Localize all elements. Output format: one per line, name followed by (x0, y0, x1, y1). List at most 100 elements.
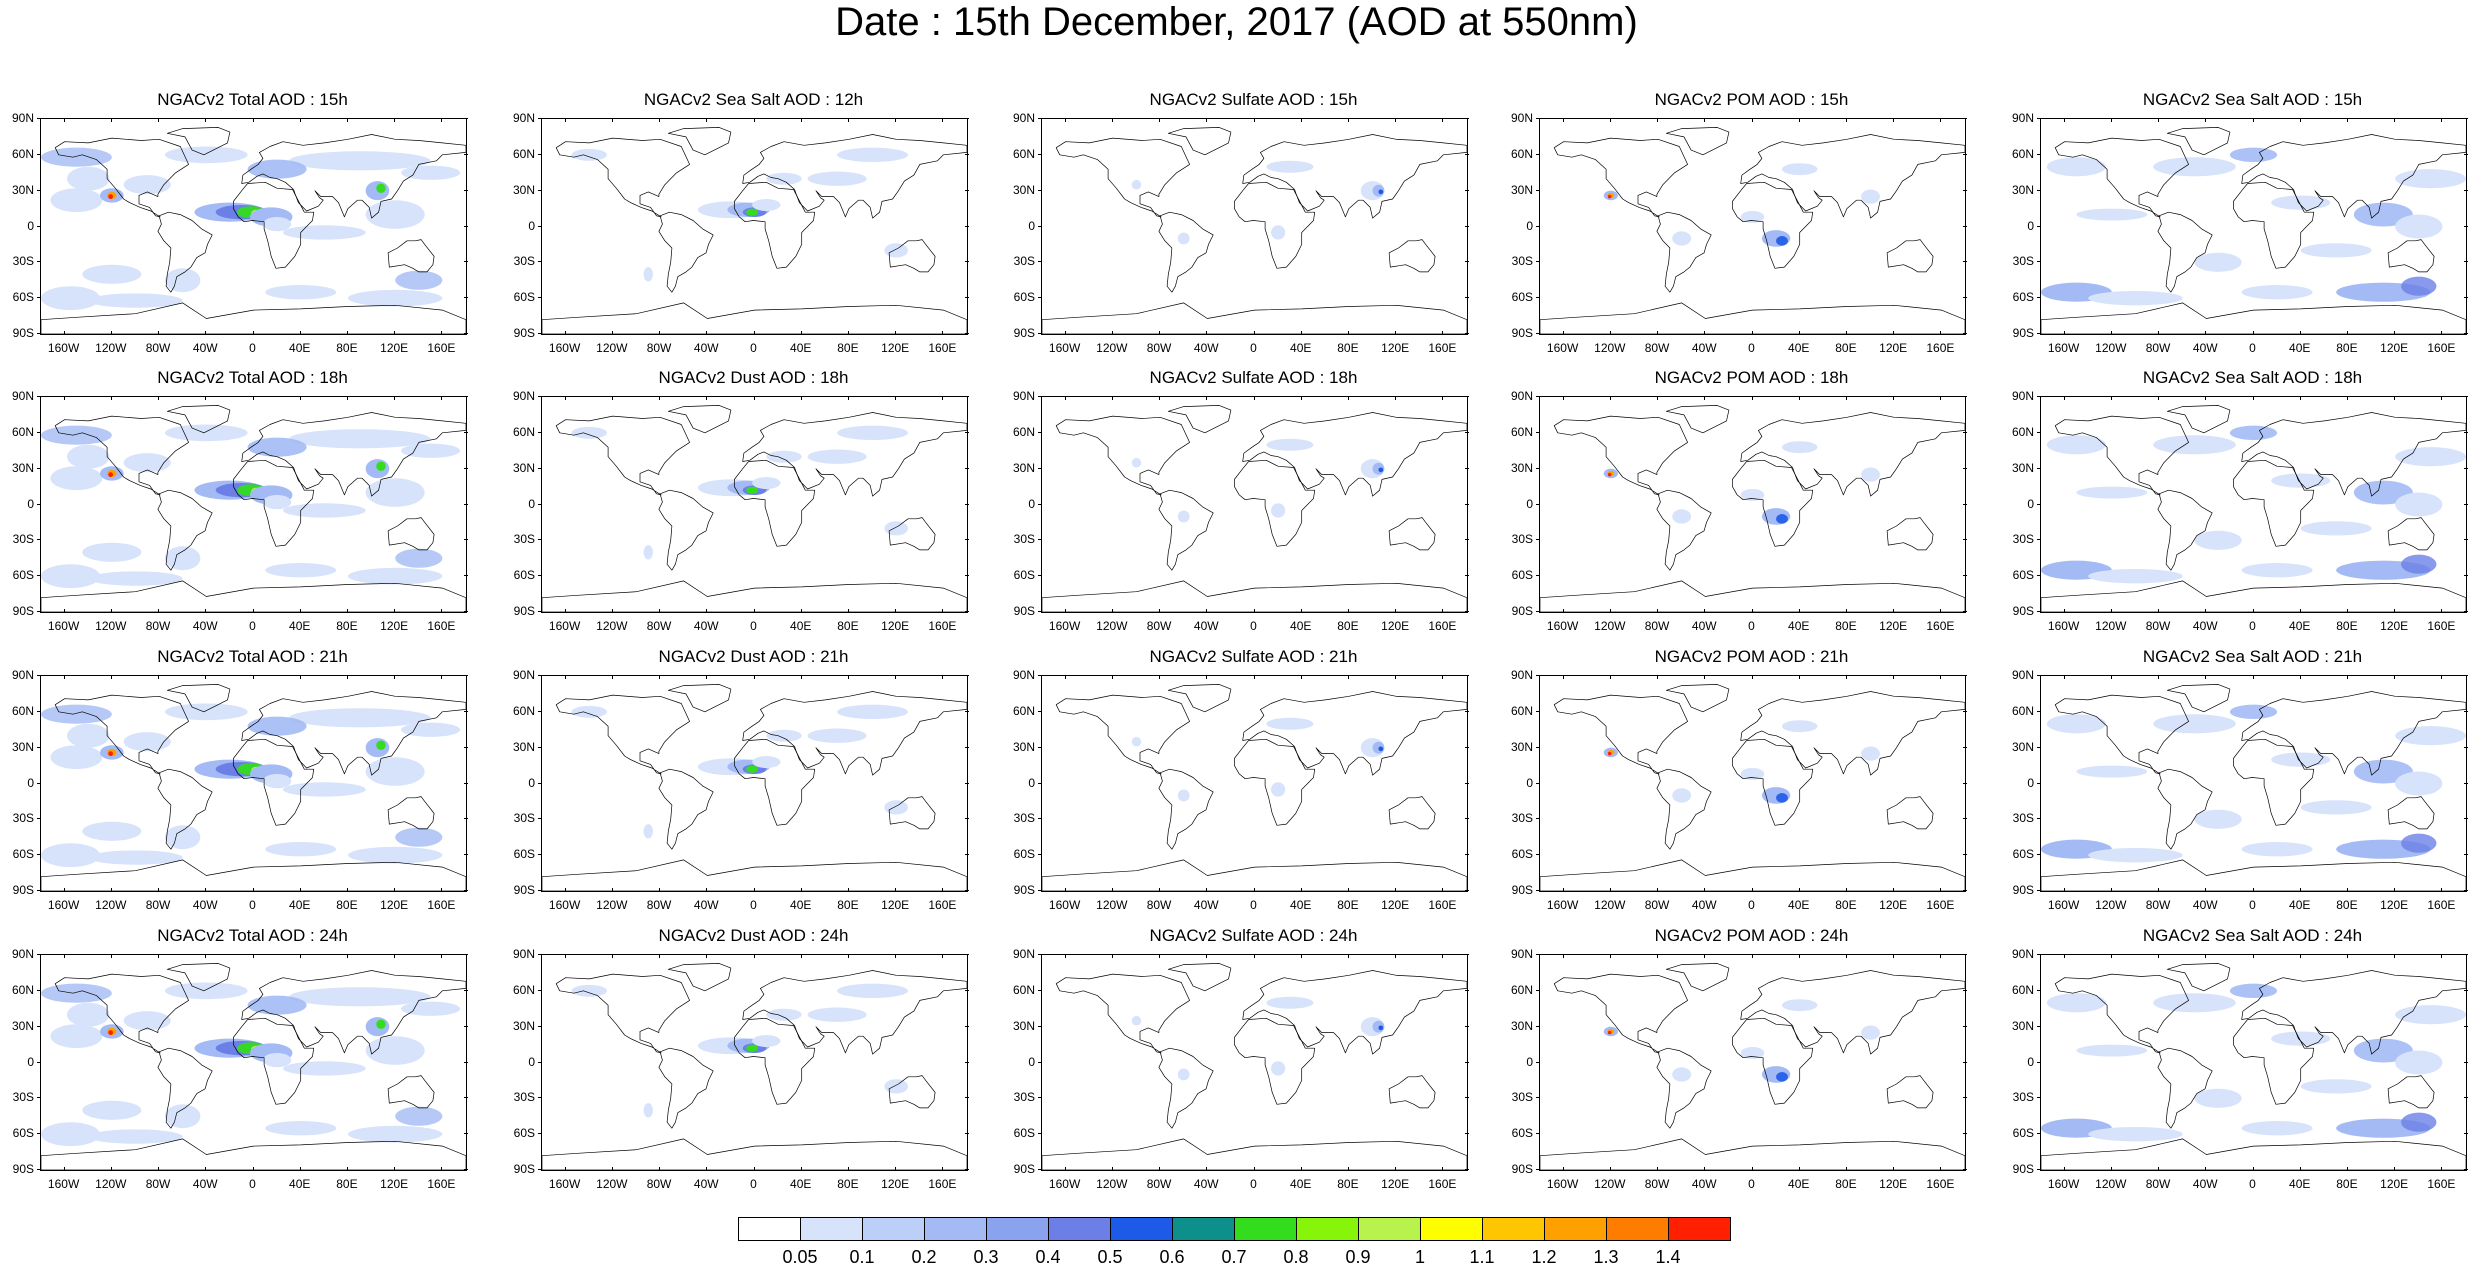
lon-tick-label: 0 (2249, 341, 2256, 355)
aod-field (283, 503, 366, 518)
coastline-south-america (157, 489, 213, 571)
lat-tick-mark (37, 431, 41, 433)
lon-tick-mark (942, 888, 944, 892)
lon-tick-mark (753, 609, 755, 613)
aod-field (262, 773, 292, 789)
coastline-antarctica (1042, 580, 1467, 612)
aod-field (395, 1106, 443, 1126)
lon-tick-mark (394, 1167, 396, 1171)
colorbar-label: 1.2 (1531, 1247, 1557, 1267)
aod-field (2088, 1127, 2183, 1142)
coastline-south-america (1656, 1047, 1712, 1129)
lon-tick-label: 120W (596, 619, 628, 633)
lon-tick-mark (2346, 118, 2348, 122)
lat-tick-label: 90S (1013, 1162, 1035, 1176)
colorbar-label: 0.3 (973, 1247, 999, 1267)
lat-tick-label: 60N (1510, 982, 1533, 997)
coastline-south-america (1656, 489, 1712, 571)
lat-tick-label: 90S (513, 604, 535, 618)
lat-tick-label: 60S (1013, 568, 1035, 583)
lat-tick-mark (1963, 1097, 1967, 1099)
aod-field (1740, 488, 1765, 501)
lon-tick-mark (1111, 1167, 1113, 1171)
lon-tick-label: 80W (646, 1177, 672, 1191)
panel-title: NGACv2 Sea Salt AOD : 12h (643, 90, 864, 109)
lon-tick-label: 120W (596, 341, 628, 355)
lat-tick-label: 30S (12, 811, 34, 826)
lon-tick-mark (706, 609, 708, 613)
lon-tick-mark (706, 331, 708, 335)
aod-field (288, 708, 431, 728)
map-panel-dust: NGACv2 Dust AOD : 18h 90N 60N 30N 0 30S 60S 90S… (501, 368, 986, 643)
map-panel-total: NGACv2 Total AOD : 21h 90N 60N 30N 0 30S 60S 90… (0, 647, 485, 922)
lon-tick-mark (1751, 888, 1753, 892)
lat-tick-mark (2037, 118, 2041, 119)
aod-field (283, 1061, 366, 1076)
aod-field (1782, 441, 1818, 454)
lon-tick-label: 160W (2047, 619, 2080, 633)
lat-tick-mark (538, 1061, 542, 1063)
lat-tick-mark (1963, 431, 1967, 433)
lon-tick-mark (252, 954, 254, 958)
lat-tick-mark (1536, 396, 1540, 397)
coastline-australia (1388, 1075, 1436, 1109)
lon-tick-mark (1609, 609, 1611, 613)
aod-field (123, 1011, 171, 1031)
panel-title: NGACv2 Dust AOD : 21h (658, 647, 849, 666)
lat-tick-mark (2037, 261, 2041, 263)
lon-tick-mark (1300, 396, 1302, 400)
aod-field (2076, 486, 2148, 499)
lat-tick-mark (1536, 746, 1540, 748)
lon-tick-mark (205, 118, 207, 122)
coastline-south-america (2157, 211, 2213, 293)
aod-field (1861, 467, 1880, 482)
lon-tick-mark (1704, 609, 1706, 613)
lat-tick-label: 60N (1510, 703, 1533, 718)
lon-tick-mark (1893, 1167, 1895, 1171)
aod-field (1861, 746, 1880, 761)
coastline-australia (1388, 796, 1436, 830)
lon-tick-mark (63, 118, 65, 122)
lon-tick-label: 40E (2289, 1177, 2311, 1191)
coastline-north-america (1553, 137, 1688, 218)
colorbar-label: 1.1 (1469, 1247, 1495, 1267)
lon-tick-label: 160E (2427, 898, 2456, 912)
aod-field (1131, 736, 1142, 747)
aod-field (164, 268, 201, 293)
colorbar-label: 1.4 (1655, 1247, 1681, 1267)
lat-tick-mark (2464, 297, 2468, 299)
lon-tick-label: 120E (2380, 1177, 2409, 1191)
aod-field (164, 825, 201, 850)
lon-tick-label: 80E (2336, 619, 2358, 633)
lat-tick-mark (538, 954, 542, 955)
coastline-eurasia (2241, 691, 2466, 776)
lon-tick-mark (895, 609, 897, 613)
lat-tick-mark (1465, 854, 1469, 856)
lat-tick-label: 30S (513, 1090, 535, 1105)
lon-tick-mark (2252, 331, 2254, 335)
aod-field (746, 486, 759, 494)
lon-tick-mark (1845, 118, 1847, 122)
aod-field (571, 984, 607, 997)
lon-tick-mark (2299, 331, 2301, 335)
lat-tick-label: 90S (1511, 883, 1533, 897)
coastline-antarctica (41, 580, 466, 612)
lat-tick-label: 60N (2011, 424, 2034, 439)
lat-tick-label: 90N (11, 389, 34, 403)
lon-tick-mark (706, 118, 708, 122)
lat-tick-mark (1963, 611, 1967, 612)
lat-tick-mark (37, 1061, 41, 1063)
aod-field (265, 563, 337, 578)
coastline-antarctica (41, 302, 466, 334)
aod-field (247, 716, 307, 736)
lat-tick-mark (1038, 467, 1042, 469)
coastline-north-america (2054, 973, 2189, 1054)
lon-tick-mark (1940, 888, 1942, 892)
aod-field (88, 293, 183, 308)
map-panel-sulfate: NGACv2 Sulfate AOD : 24h 90N 60N 30N 0 30S 60S… (1001, 926, 1486, 1201)
lon-tick-mark (1609, 118, 1611, 122)
lon-tick-label: 120W (95, 1177, 127, 1191)
coastline-africa (1732, 181, 1814, 269)
lat-tick-mark (464, 153, 468, 155)
lon-tick-mark (659, 118, 661, 122)
